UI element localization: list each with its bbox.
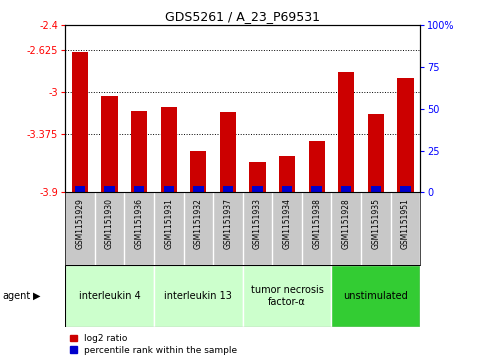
Bar	[249, 162, 266, 192]
Text: unstimulated: unstimulated	[343, 291, 408, 301]
Text: GSM1151928: GSM1151928	[342, 198, 351, 249]
Bar	[398, 78, 413, 192]
Text: GSM1151929: GSM1151929	[75, 198, 85, 249]
Text: GSM1151935: GSM1151935	[371, 198, 380, 249]
Bar	[252, 186, 263, 192]
Bar	[220, 112, 236, 192]
Bar	[134, 186, 144, 192]
Text: GSM1151951: GSM1151951	[401, 198, 410, 249]
Bar	[400, 186, 411, 192]
Text: interleukin 4: interleukin 4	[79, 291, 141, 301]
Text: GSM1151934: GSM1151934	[283, 198, 292, 249]
Bar	[242, 265, 331, 327]
Bar	[368, 114, 384, 192]
Text: GSM1151937: GSM1151937	[224, 198, 232, 249]
Bar	[72, 52, 88, 192]
Bar	[279, 156, 295, 192]
Text: GSM1151930: GSM1151930	[105, 198, 114, 249]
Text: agent: agent	[2, 291, 30, 301]
Bar	[75, 186, 85, 192]
Text: interleukin 13: interleukin 13	[164, 291, 232, 301]
Bar	[101, 95, 118, 192]
Text: tumor necrosis
factor-α: tumor necrosis factor-α	[251, 285, 324, 307]
Text: GSM1151932: GSM1151932	[194, 198, 203, 249]
Bar	[341, 186, 352, 192]
Bar	[190, 151, 206, 192]
Bar	[193, 186, 203, 192]
Bar	[65, 265, 154, 327]
Bar	[338, 72, 355, 192]
Bar	[309, 141, 325, 192]
Bar	[131, 111, 147, 192]
Text: GSM1151936: GSM1151936	[135, 198, 143, 249]
Bar	[154, 265, 243, 327]
Text: ▶: ▶	[33, 291, 41, 301]
Legend: log2 ratio, percentile rank within the sample: log2 ratio, percentile rank within the s…	[70, 334, 237, 355]
Bar	[161, 107, 177, 192]
Bar	[104, 186, 115, 192]
Bar	[164, 186, 174, 192]
Bar	[370, 186, 381, 192]
Bar	[331, 265, 420, 327]
Text: GSM1151931: GSM1151931	[164, 198, 173, 249]
Bar	[223, 186, 233, 192]
Text: GSM1151938: GSM1151938	[312, 198, 321, 249]
Text: GSM1151933: GSM1151933	[253, 198, 262, 249]
Title: GDS5261 / A_23_P69531: GDS5261 / A_23_P69531	[165, 10, 320, 23]
Bar	[312, 186, 322, 192]
Bar	[282, 186, 292, 192]
